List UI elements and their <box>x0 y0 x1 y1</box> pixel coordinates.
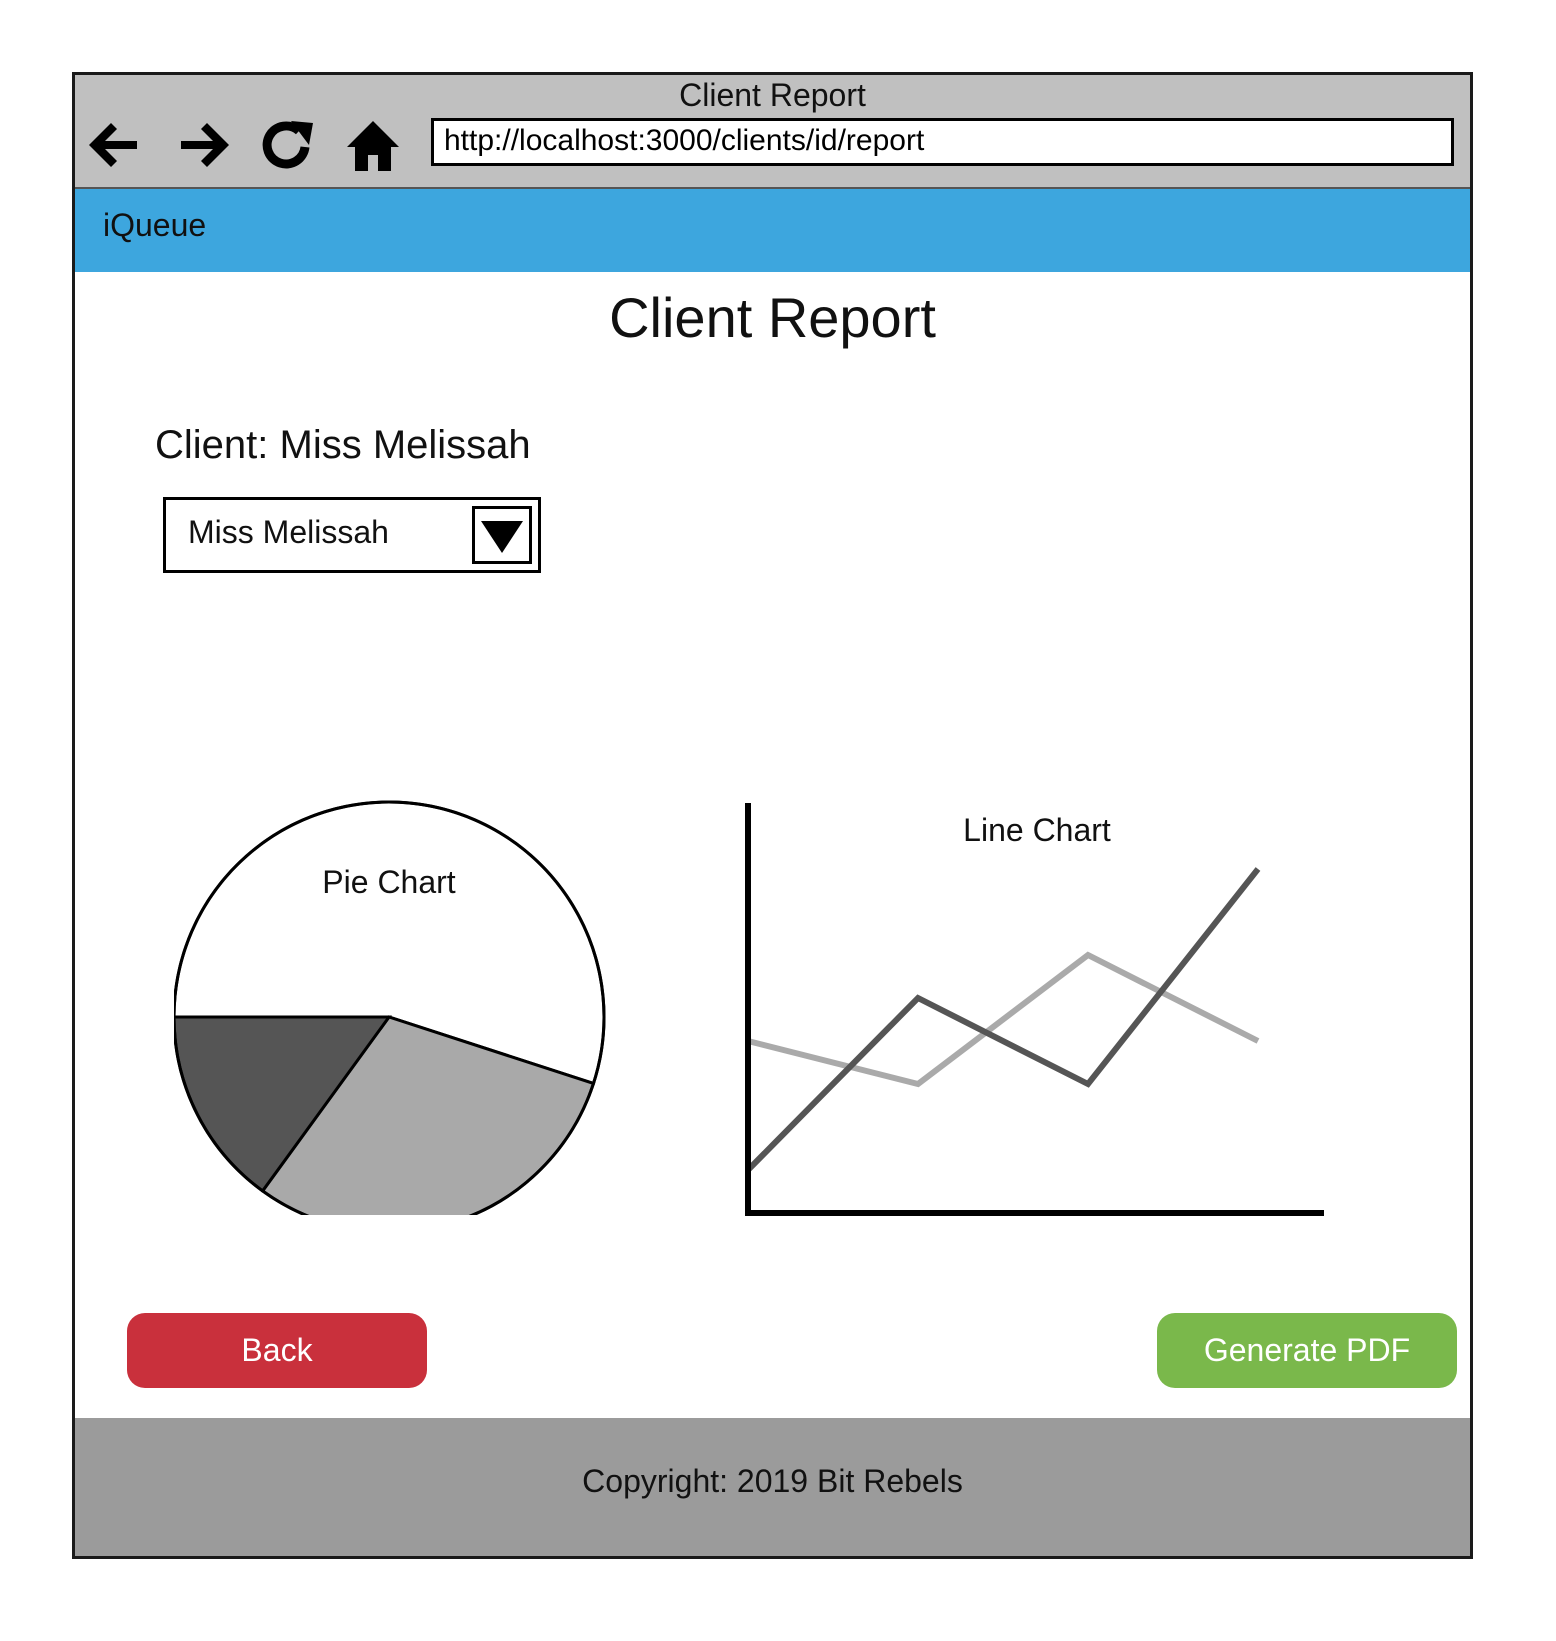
client-select[interactable]: Miss Melissah <box>163 497 541 573</box>
browser-window: Client Report http://localhost:3000/clie… <box>72 72 1473 1559</box>
dropdown-toggle[interactable] <box>472 506 532 564</box>
brand-link[interactable]: iQueue <box>103 207 207 243</box>
reload-icon[interactable] <box>255 113 319 177</box>
app-header: iQueue <box>75 189 1470 272</box>
address-bar[interactable]: http://localhost:3000/clients/id/report <box>431 118 1454 166</box>
chevron-down-icon <box>481 521 523 553</box>
pie-chart: Pie Chart <box>172 755 634 1234</box>
page-title: Client Report <box>609 286 936 349</box>
footer: Copyright: 2019 Bit Rebels <box>75 1418 1470 1556</box>
window-title: Client Report <box>679 77 866 113</box>
back-button[interactable]: Back <box>127 1313 427 1388</box>
forward-arrow-icon[interactable] <box>173 113 237 177</box>
home-icon[interactable] <box>341 113 405 177</box>
line-series-1 <box>747 951 1260 1088</box>
client-label: Client: Miss Melissah <box>155 423 531 467</box>
browser-toolbar: Client Report http://localhost:3000/clie… <box>75 75 1470 189</box>
footer-copyright: Copyright: 2019 Bit Rebels <box>582 1463 963 1499</box>
pie-chart-title: Pie Chart <box>322 864 456 900</box>
line-chart: Line Chart <box>740 755 1380 1225</box>
client-select-value: Miss Melissah <box>188 514 389 550</box>
line-series-2 <box>745 867 1261 1173</box>
generate-pdf-button[interactable]: Generate PDF <box>1157 1313 1457 1388</box>
back-arrow-icon[interactable] <box>81 113 145 177</box>
line-chart-title: Line Chart <box>963 812 1111 848</box>
